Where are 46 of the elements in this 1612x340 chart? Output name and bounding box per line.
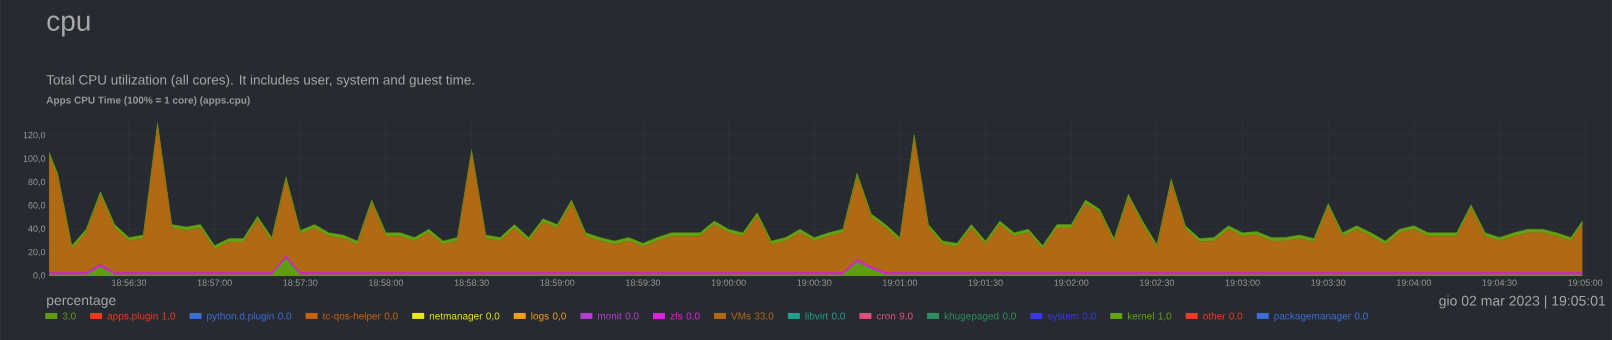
text: Apps CPU Time (100% = 1 core) (apps.cpu) bbox=[46, 96, 250, 106]
x-tick-label: 19:02:00 bbox=[1054, 279, 1089, 286]
x-tick-label: 18:58:00 bbox=[369, 279, 404, 286]
legend-label: logs 0,0 bbox=[531, 312, 566, 322]
legend-label: netmanager 0,0 bbox=[429, 312, 500, 322]
legend-label: zfs 0,0 bbox=[670, 312, 700, 321]
legend-label: python.d.plugin 0,0 bbox=[207, 312, 292, 322]
x-tick-label: 19:03:00 bbox=[1225, 279, 1260, 286]
legend-label: system 0,0 bbox=[1047, 312, 1096, 322]
x-tick-label: 19:05:00 bbox=[1568, 279, 1603, 286]
x-tick-label: 19:04:30 bbox=[1482, 279, 1517, 286]
chart-subtitle: Total CPU utilization (all cores). It includes user, system and guest time. bbox=[46, 74, 474, 88]
y-tick-label: 80,0 bbox=[28, 178, 46, 187]
x-tick-label: 19:02:30 bbox=[1140, 279, 1175, 286]
legend-label: packagemanager 0,0 bbox=[1274, 312, 1368, 322]
x-tick-label: 19:04:00 bbox=[1397, 279, 1432, 286]
legend-label: cron 9,0 bbox=[876, 312, 913, 321]
text: percentage bbox=[47, 296, 116, 308]
y-tick-label: 120,0 bbox=[23, 131, 46, 140]
legend-label: other 0,0 bbox=[1203, 312, 1243, 321]
legend-label: khugepaged 0,0 bbox=[944, 312, 1016, 322]
y-tick-label: 20,0 bbox=[28, 248, 46, 257]
x-tick-label: 19:03:30 bbox=[1311, 279, 1346, 286]
x-tick-label: 19:01:00 bbox=[883, 279, 918, 286]
y-tick-label: 60,0 bbox=[28, 202, 46, 210]
legend-label: kernel 1,0 bbox=[1127, 312, 1172, 321]
x-tick-label: 19:00:00 bbox=[711, 279, 746, 286]
legend-label: tc-qos-helper 0,0 bbox=[322, 312, 398, 322]
chart-title: cpu bbox=[47, 15, 90, 37]
legend-label: libvirt 0,0 bbox=[805, 312, 845, 321]
legend-label: 3,0 bbox=[62, 312, 76, 321]
x-tick-label: 19:00:30 bbox=[797, 279, 832, 286]
y-tick-label: 40,0 bbox=[28, 225, 46, 233]
legend-label: VMs 33,0 bbox=[731, 312, 774, 321]
x-tick-label: 18:59:30 bbox=[626, 279, 661, 286]
x-tick-label: 19:01:30 bbox=[968, 279, 1003, 286]
x-tick-label: 18:57:00 bbox=[197, 279, 232, 286]
legend-label: monit 0,0 bbox=[598, 312, 639, 321]
y-tick-label: 100,0 bbox=[23, 155, 46, 163]
text: gio 02 mar 2023 | 19:05:01 bbox=[1439, 295, 1606, 309]
y-tick-label: 0,0 bbox=[33, 272, 46, 280]
x-tick-label: 18:57:30 bbox=[283, 279, 318, 286]
legend-label: apps.plugin 1,0 bbox=[107, 312, 176, 322]
x-tick-label: 18:59:00 bbox=[540, 279, 575, 286]
x-tick-label: 18:58:30 bbox=[454, 279, 489, 286]
x-tick-label: 18:56:30 bbox=[112, 279, 147, 286]
